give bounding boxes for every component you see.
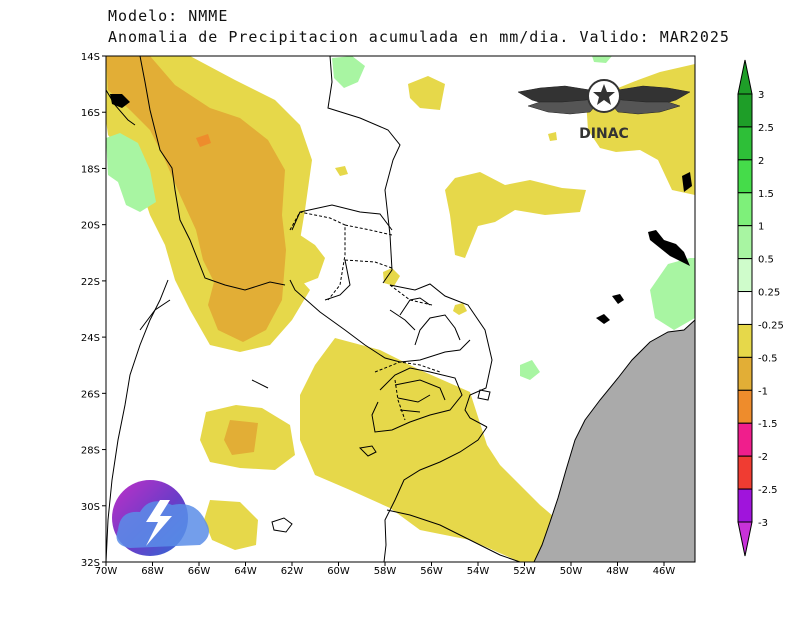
coastal-islands <box>110 94 692 324</box>
anomaly-orange-regions <box>106 56 286 455</box>
lon-label: 58W <box>374 566 397 577</box>
colorbar-segment <box>737 323 753 358</box>
lat-label: 16S <box>81 108 100 119</box>
colorbar-label: 1.5 <box>758 189 774 200</box>
colorbar-legend: 3 2.5 2 1.5 1 0.5 0.25 -0.25 -0.5 -1 -1.5 -2 -2.5 -3 <box>737 59 784 557</box>
colorbar-label: -2 <box>758 452 768 463</box>
colorbar-segment <box>737 422 753 457</box>
lat-label: 26S <box>81 389 100 400</box>
lon-label: 70W <box>95 566 118 577</box>
colorbar-label: -3 <box>758 518 768 529</box>
lon-label: 48W <box>606 566 629 577</box>
lon-label: 68W <box>141 566 164 577</box>
colorbar-label: -0.5 <box>758 353 778 364</box>
colorbar-label: -1 <box>758 386 768 397</box>
longitude-labels: 70W 68W 66W 64W 62W 60W 58W 56W 54W 52W 50W 48W 46W <box>95 562 676 577</box>
lon-label: 50W <box>560 566 583 577</box>
colorbar-segment <box>737 192 753 227</box>
lat-label: 18S <box>81 164 100 175</box>
country-borders <box>106 56 521 562</box>
dinac-label: DINAC <box>579 126 629 142</box>
chart-title-model: Modelo: NMME <box>108 7 229 25</box>
ocean-mask <box>533 319 695 562</box>
map-frame <box>105 55 696 563</box>
lon-label: 52W <box>513 566 536 577</box>
lon-label: 64W <box>234 566 257 577</box>
lon-label: 54W <box>467 566 490 577</box>
colorbar-label: 0.5 <box>758 255 774 266</box>
colorbar-label: 0.25 <box>758 288 780 299</box>
colorbar-top-arrow <box>737 59 753 95</box>
colorbar-label: 3 <box>758 90 764 101</box>
colorbar-bottom-arrow <box>737 521 753 557</box>
colorbar-segment <box>737 93 753 128</box>
anomaly-dark-orange-spot <box>196 134 211 147</box>
dinac-logo: DINAC <box>517 79 691 142</box>
lon-label: 56W <box>420 566 443 577</box>
colorbar-segment <box>737 126 753 161</box>
colorbar-segment <box>737 488 753 523</box>
lat-label: 22S <box>81 277 100 288</box>
colorbar-segment <box>737 389 753 424</box>
colorbar-label: 2 <box>758 156 764 167</box>
colorbar-label: -0.25 <box>758 320 784 331</box>
colorbar-label: -1.5 <box>758 419 778 430</box>
colorbar-segment <box>737 159 753 194</box>
colorbar-segment <box>737 455 753 490</box>
colorbar-segment <box>737 356 753 391</box>
colorbar-segment <box>737 258 753 293</box>
lat-label: 20S <box>81 221 100 232</box>
anomaly-green-regions <box>106 56 695 380</box>
lat-label: 32S <box>81 558 100 569</box>
colorbar-label: 1 <box>758 222 764 233</box>
lat-label: 24S <box>81 333 100 344</box>
internal-borders <box>289 211 441 421</box>
lake-outlines <box>271 389 491 533</box>
lon-label: 60W <box>327 566 350 577</box>
lat-label: 28S <box>81 446 100 457</box>
lat-label: 30S <box>81 502 100 513</box>
colorbar-label: -2.5 <box>758 485 778 496</box>
colorbar-label: 2.5 <box>758 123 774 134</box>
colorbar-segment <box>737 225 753 260</box>
latitude-labels: 14S 16S 18S 20S 22S 24S 26S 28S 30S 32S <box>81 52 106 569</box>
lat-label: 14S <box>81 52 100 63</box>
chart-title-description: Anomalia de Precipitacion acumulada en m… <box>108 28 730 46</box>
lon-label: 66W <box>188 566 211 577</box>
winged-star-emblem-icon <box>517 79 691 115</box>
lightning-cloud-logo-icon <box>112 480 209 556</box>
lon-label: 62W <box>281 566 304 577</box>
lon-label: 46W <box>653 566 676 577</box>
colorbar-segment <box>737 291 753 325</box>
